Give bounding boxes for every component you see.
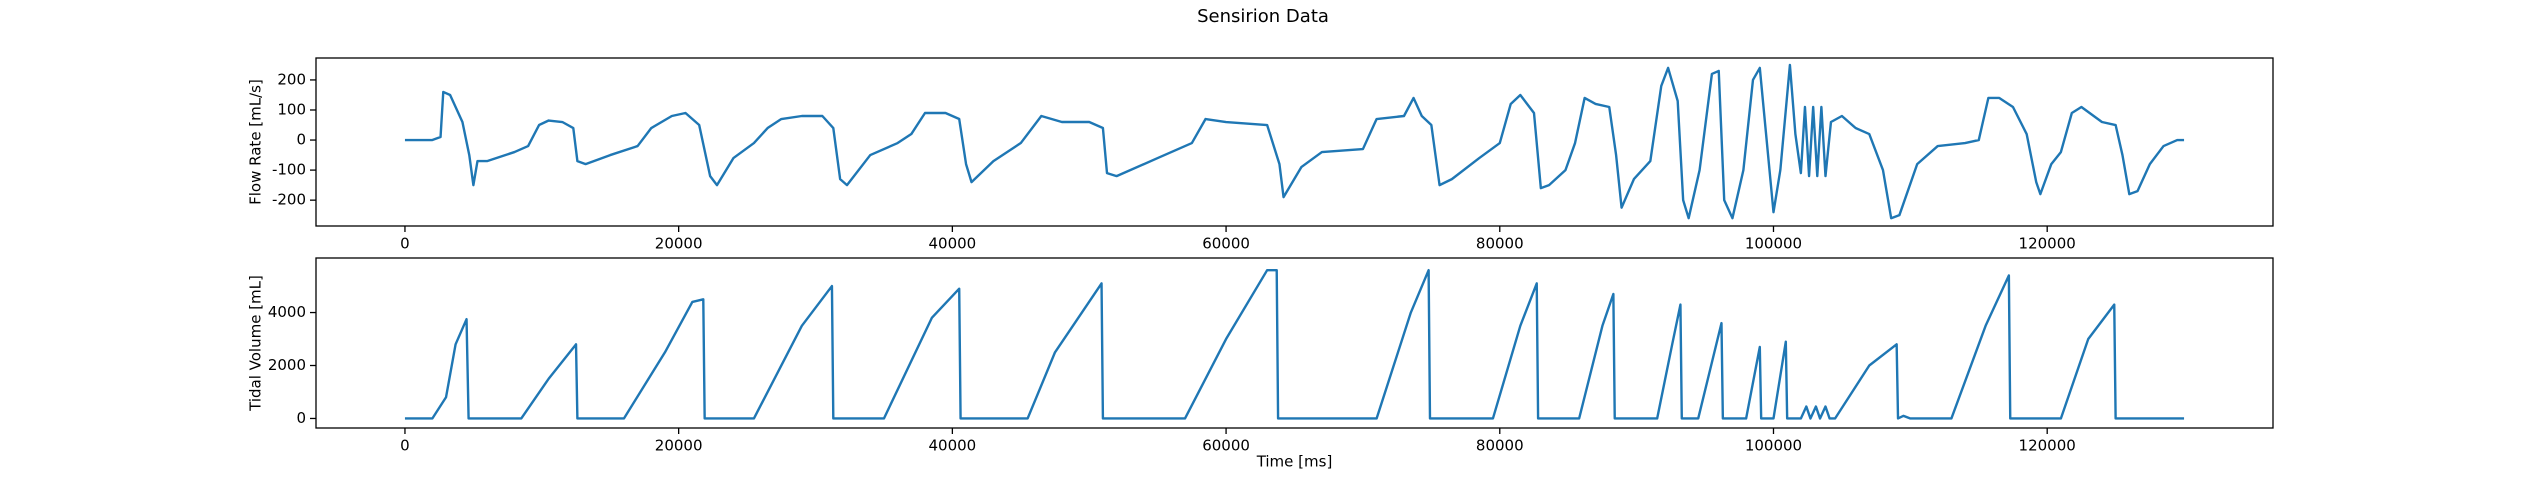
data-line bbox=[404, 63, 2185, 220]
x-tick-label: 100000 bbox=[1745, 437, 1802, 455]
y-tick-label: -200 bbox=[272, 191, 306, 209]
x-tick-label: 120000 bbox=[2019, 235, 2076, 253]
x-tick-label: 120000 bbox=[2019, 437, 2076, 455]
y-tick-label: 0 bbox=[296, 409, 306, 427]
y-tick-label: 200 bbox=[277, 70, 306, 88]
x-tick-label: 0 bbox=[400, 437, 410, 455]
y-tick-label: 0 bbox=[296, 131, 306, 149]
y-tick-label: 100 bbox=[277, 100, 306, 118]
axes-frame bbox=[315, 257, 2274, 429]
x-tick-label: 80000 bbox=[1476, 235, 1524, 253]
x-tick-label: 40000 bbox=[929, 235, 977, 253]
x-tick-label: 80000 bbox=[1476, 437, 1524, 455]
y-tick-label: 2000 bbox=[268, 356, 306, 374]
y-axis-label: Flow Rate [mL/s] bbox=[247, 79, 265, 205]
x-tick-label: 100000 bbox=[1745, 235, 1802, 253]
x-tick-label: 60000 bbox=[1202, 437, 1250, 455]
y-axis-label: Tidal Volume [mL] bbox=[247, 275, 265, 412]
x-tick-label: 20000 bbox=[655, 235, 703, 253]
y-tick-label: -100 bbox=[272, 161, 306, 179]
x-tick-label: 60000 bbox=[1202, 235, 1250, 253]
figure-title: Sensirion Data bbox=[1197, 6, 1329, 27]
x-tick-label: 20000 bbox=[655, 437, 703, 455]
x-tick-label: 40000 bbox=[929, 437, 977, 455]
data-line bbox=[404, 268, 2185, 420]
y-tick-label: 4000 bbox=[268, 303, 306, 321]
x-axis-label: Time [ms] bbox=[1256, 453, 1333, 471]
axes-frame bbox=[315, 57, 2274, 227]
x-tick-label: 0 bbox=[400, 235, 410, 253]
